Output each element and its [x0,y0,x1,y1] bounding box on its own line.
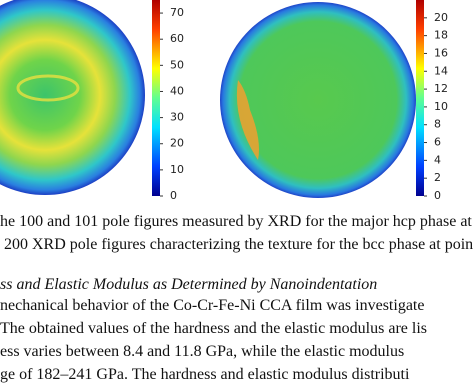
colorbar-tick-label: 0 [434,189,441,202]
colorbar [152,0,160,196]
pole-figure-bcc [220,2,416,198]
colorbar-tick-label: 20 [170,137,184,150]
colorbar-tick-label: 0 [170,189,177,202]
colorbar-tick-label: 20 [434,11,448,24]
colorbar-tick-label: 8 [434,118,441,131]
colorbar-tick-label: 70 [170,6,184,19]
texture-patch [236,80,259,160]
caption-line: 200 XRD pole figures characterizing the … [0,236,474,253]
colorbar [416,0,424,196]
caption-line: he 100 and 101 pole figures measured by … [0,213,472,230]
body-line: ge of 182–241 GPa. The hardness and elas… [0,366,410,383]
colorbar-tick-label: 40 [170,84,184,97]
colorbar-tick-label: 50 [170,58,184,71]
colorbar-tick-label: 60 [170,32,184,45]
colorbar-tick-label: 16 [434,46,448,59]
colorbar-tick-label: 10 [434,100,448,113]
colorbar-tick-label: 2 [434,171,441,184]
ring-feature [16,74,80,102]
body-line: The obtained values of the hardness and … [0,320,427,337]
colorbar-tick-label: 14 [434,64,448,77]
body-line: ess varies between 8.4 and 11.8 GPa, whi… [0,343,405,360]
colorbar-tick-label: 4 [434,153,441,166]
colorbar-tick-label: 6 [434,136,441,149]
colorbar-tick-label: 10 [170,163,184,176]
body-line: nechanical behavior of the Co-Cr-Fe-Ni C… [0,297,425,314]
colorbar-tick-label: 18 [434,29,448,42]
colorbar-tick-label: 12 [434,82,448,95]
pole-figures: 0 10 20 30 40 50 60 70 0 2 4 6 8 10 12 14 16 18 20 [0,0,448,202]
section-heading: ss and Elastic Modulus as Determined by … [0,276,378,293]
pole-figure-hcp [0,0,145,195]
colorbar-tick-label: 30 [170,111,184,124]
